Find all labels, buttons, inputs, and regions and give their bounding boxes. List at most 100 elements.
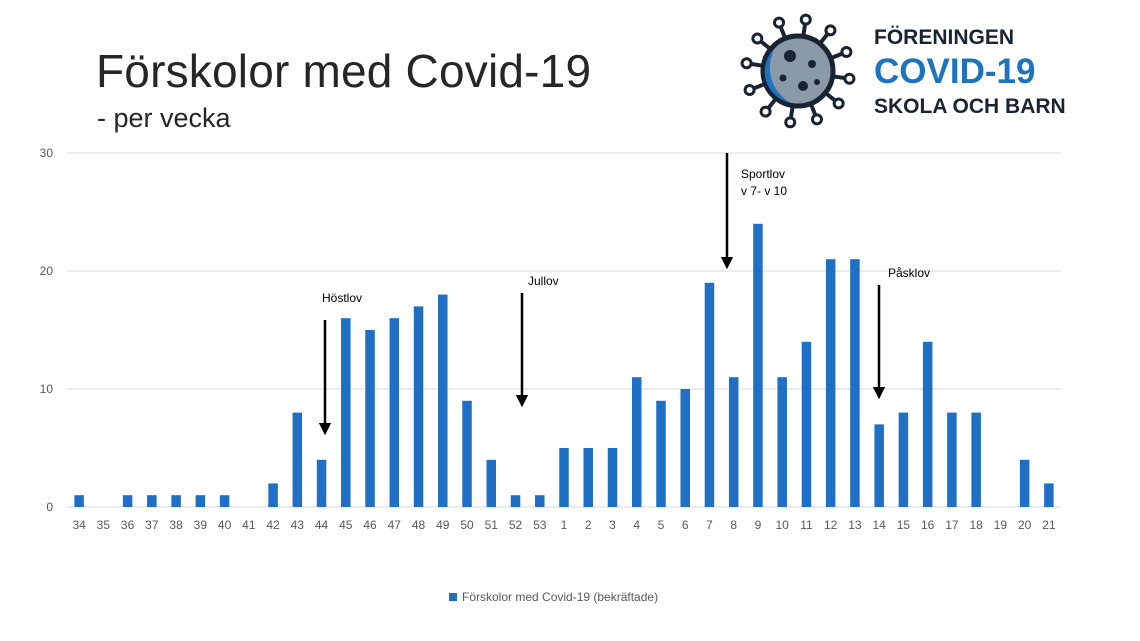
y-tick-label: 30	[40, 146, 54, 160]
x-tick-label: 36	[121, 518, 135, 532]
x-tick-label: 48	[412, 518, 426, 532]
bar-week-45	[341, 318, 351, 507]
bar-week-48	[413, 306, 424, 507]
x-tick-label: 51	[485, 518, 499, 532]
x-tick-label: 15	[897, 518, 911, 532]
y-tick-label: 20	[40, 264, 54, 278]
bar-week-46	[365, 330, 375, 507]
x-tick-label: 18	[969, 518, 983, 532]
x-axis-ticks: 34 35 36 37 38 39 40 41 42 43 44 45 46 47 48 49 50 51 52 53…	[72, 518, 1055, 532]
bar-week-10	[777, 377, 787, 507]
logo-line-3: SKOLA OCH BARN	[874, 95, 1066, 118]
bar-week-16	[922, 341, 933, 507]
bar-week-9	[753, 223, 763, 508]
x-tick-label: 38	[169, 518, 183, 532]
bar-week-50	[462, 400, 472, 507]
x-tick-label: 53	[533, 518, 547, 532]
x-tick-label: 5	[658, 518, 665, 532]
bar-week-21	[1044, 483, 1054, 507]
x-tick-label: 16	[921, 518, 935, 532]
y-tick-label: 10	[40, 382, 54, 396]
bars	[74, 223, 1054, 508]
x-tick-label: 40	[218, 518, 232, 532]
bar-week-3	[607, 448, 618, 507]
x-tick-label: 8	[730, 518, 737, 532]
bar-week-40	[219, 495, 230, 507]
bar-week-49	[438, 294, 448, 507]
x-tick-label: 21	[1042, 518, 1056, 532]
x-tick-label: 4	[633, 518, 640, 532]
bar-week-14	[874, 424, 884, 507]
x-tick-label: 49	[436, 518, 450, 532]
bar-week-43	[292, 412, 303, 507]
legend-label: Förskolor med Covid-19 (bekräftade)	[462, 590, 659, 604]
bar-week-2	[583, 448, 593, 507]
x-tick-label: 6	[682, 518, 689, 532]
bar-week-37	[147, 495, 157, 507]
x-tick-label: 11	[800, 518, 813, 532]
x-tick-label: 47	[388, 518, 402, 532]
virus-icon	[740, 13, 856, 129]
x-tick-label: 44	[315, 518, 329, 532]
x-tick-label: 52	[509, 518, 523, 532]
x-tick-label: 34	[72, 518, 86, 532]
bar-week-12	[825, 259, 836, 507]
bar-week-53	[535, 495, 545, 507]
bar-week-6	[680, 389, 690, 507]
y-axis-ticks: 0 10 20 30	[40, 146, 54, 514]
annotation-pasklov-label: Påsklov	[888, 266, 930, 280]
x-tick-label: 42	[266, 518, 280, 532]
bar-week-38	[171, 495, 181, 507]
annotation-sportlov-label: v 7- v 10	[741, 184, 787, 198]
bar-week-20	[1019, 459, 1030, 507]
x-tick-label: 3	[609, 518, 616, 532]
legend: Förskolor med Covid-19 (bekräftade)	[449, 590, 658, 604]
bar-week-7	[704, 282, 715, 507]
bar-week-18	[971, 412, 981, 507]
logo-line-1: FÖRENINGEN	[874, 26, 1014, 49]
bar-week-51	[486, 459, 497, 507]
x-tick-label: 13	[848, 518, 862, 532]
bar-week-15	[898, 412, 909, 507]
bar-week-34	[74, 495, 84, 507]
x-tick-label: 17	[945, 518, 959, 532]
x-tick-label: 46	[363, 518, 377, 532]
bar-week-13	[850, 259, 860, 507]
bar-week-52	[510, 495, 521, 507]
x-tick-label: 45	[339, 518, 353, 532]
bar-week-5	[656, 400, 666, 507]
annotation-hostlov-label: Höstlov	[322, 291, 362, 305]
bar-week-8	[728, 377, 739, 507]
x-tick-label: 35	[97, 518, 111, 532]
bar-week-4	[631, 377, 642, 507]
bar-week-39	[195, 495, 206, 507]
x-tick-label: 37	[145, 518, 159, 532]
x-tick-label: 9	[755, 518, 762, 532]
x-tick-label: 14	[872, 518, 886, 532]
legend-swatch	[449, 593, 457, 601]
x-tick-label: 50	[460, 518, 474, 532]
bar-week-11	[801, 341, 812, 507]
x-tick-label: 1	[561, 518, 568, 532]
x-tick-label: 39	[194, 518, 208, 532]
logo-line-2: COVID-19	[874, 52, 1035, 91]
x-tick-label: 10	[776, 518, 790, 532]
bar-week-36	[122, 495, 133, 507]
chart-subtitle: - per vecka	[97, 103, 231, 133]
bar-week-47	[389, 318, 400, 507]
annotation-sportlov-label: Sportlov	[741, 167, 785, 181]
y-tick-label: 0	[46, 500, 53, 514]
x-tick-label: 43	[291, 518, 305, 532]
x-tick-label: 20	[1018, 518, 1032, 532]
bar-week-1	[559, 448, 569, 507]
bar-week-42	[268, 483, 278, 507]
annotations: Höstlov Jullov Sportlov v 7- v 10 Påsklov	[318, 153, 930, 436]
x-tick-label: 2	[585, 518, 592, 532]
x-tick-label: 12	[824, 518, 838, 532]
x-tick-label: 41	[242, 518, 256, 532]
x-tick-label: 7	[706, 518, 713, 532]
x-tick-label: 19	[994, 518, 1008, 532]
organization-logo: FÖRENINGEN COVID-19 SKOLA OCH BARN	[740, 13, 1066, 129]
annotation-jullov-label: Jullov	[528, 274, 559, 288]
